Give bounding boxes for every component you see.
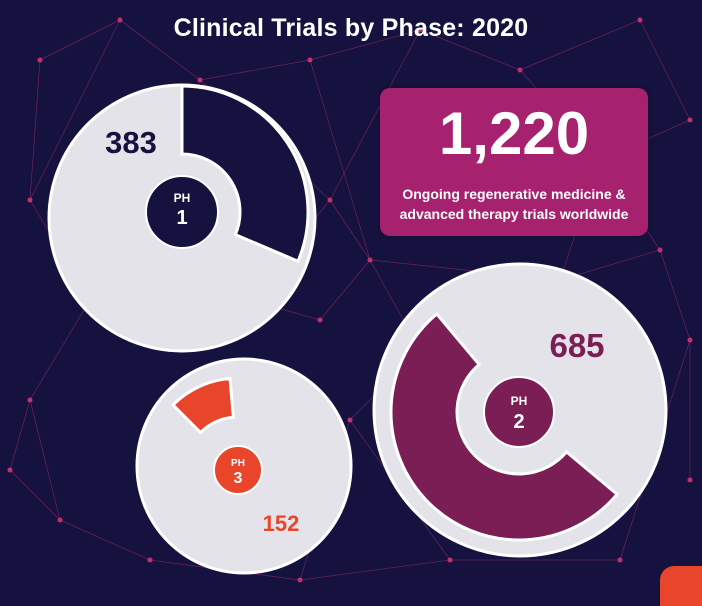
network-node	[687, 117, 693, 123]
network-node	[297, 577, 303, 583]
ph2-arc	[389, 311, 620, 542]
network-line	[309, 59, 371, 261]
total-callout: 1,220 Ongoing regenerative medicine & ad…	[380, 88, 648, 236]
network-node	[117, 17, 123, 23]
network-node	[7, 467, 13, 473]
ph3-group: PH 3 152	[135, 357, 353, 575]
corner-decoration	[660, 566, 702, 606]
network-node	[687, 337, 693, 343]
network-line	[29, 19, 121, 201]
network-node	[637, 17, 643, 23]
network-line	[9, 469, 61, 521]
network-line	[59, 519, 151, 561]
network-node	[447, 557, 453, 563]
network-node	[27, 197, 33, 203]
network-node	[147, 557, 153, 563]
network-node	[27, 397, 33, 403]
ph3-value-label: 152	[263, 511, 300, 536]
ph3-arc	[170, 376, 236, 435]
total-description: Ongoing regenerative medicine & advanced…	[399, 186, 629, 222]
ph2-value-label: 685	[549, 327, 604, 364]
radial-chart: PH 1 383 PH 3 152 PH 2 685	[47, 83, 668, 575]
chart-title: Clinical Trials by Phase: 2020	[173, 14, 529, 42]
ph2-center	[483, 376, 555, 448]
ph1-group: PH 1 383	[47, 83, 317, 353]
network-node	[417, 27, 423, 33]
network-node	[517, 67, 523, 73]
ph3-phase-top: PH	[231, 458, 245, 469]
network-line	[299, 559, 451, 581]
network-node	[37, 57, 43, 63]
network-line	[419, 29, 521, 71]
network-line	[9, 399, 31, 471]
network-line	[309, 29, 421, 61]
ph1-arc	[180, 84, 310, 264]
ph3-center	[213, 445, 263, 495]
network-node	[657, 247, 663, 253]
ph1-phase-num: 1	[176, 207, 187, 229]
network-node	[197, 77, 203, 83]
ph1-phase-top: PH	[174, 191, 191, 205]
ph2-phase-num: 2	[513, 411, 524, 433]
ph2-phase-top: PH	[511, 394, 528, 408]
network-node	[347, 417, 353, 423]
network-node	[307, 57, 313, 63]
network-line	[329, 29, 421, 201]
network-line	[319, 259, 371, 321]
network-line	[199, 59, 311, 81]
ph3-phase-num: 3	[234, 470, 243, 487]
network-line	[39, 19, 121, 61]
network-line	[29, 299, 91, 401]
network-node	[617, 557, 623, 563]
network-node	[367, 257, 373, 263]
ph1-value-label: 383	[105, 125, 157, 160]
network-line	[329, 199, 371, 261]
network-line	[659, 249, 691, 341]
total-value: 1,220	[438, 100, 590, 167]
ph1-center	[145, 175, 219, 249]
network-node	[687, 477, 693, 483]
network-line	[119, 19, 201, 81]
network-line	[639, 19, 691, 121]
network-node	[317, 317, 323, 323]
network-line	[29, 59, 41, 201]
network-node	[57, 517, 63, 523]
network-line	[519, 19, 641, 71]
network-node	[327, 197, 333, 203]
network-line	[29, 399, 61, 521]
ph2-group: PH 2 685	[372, 262, 668, 558]
